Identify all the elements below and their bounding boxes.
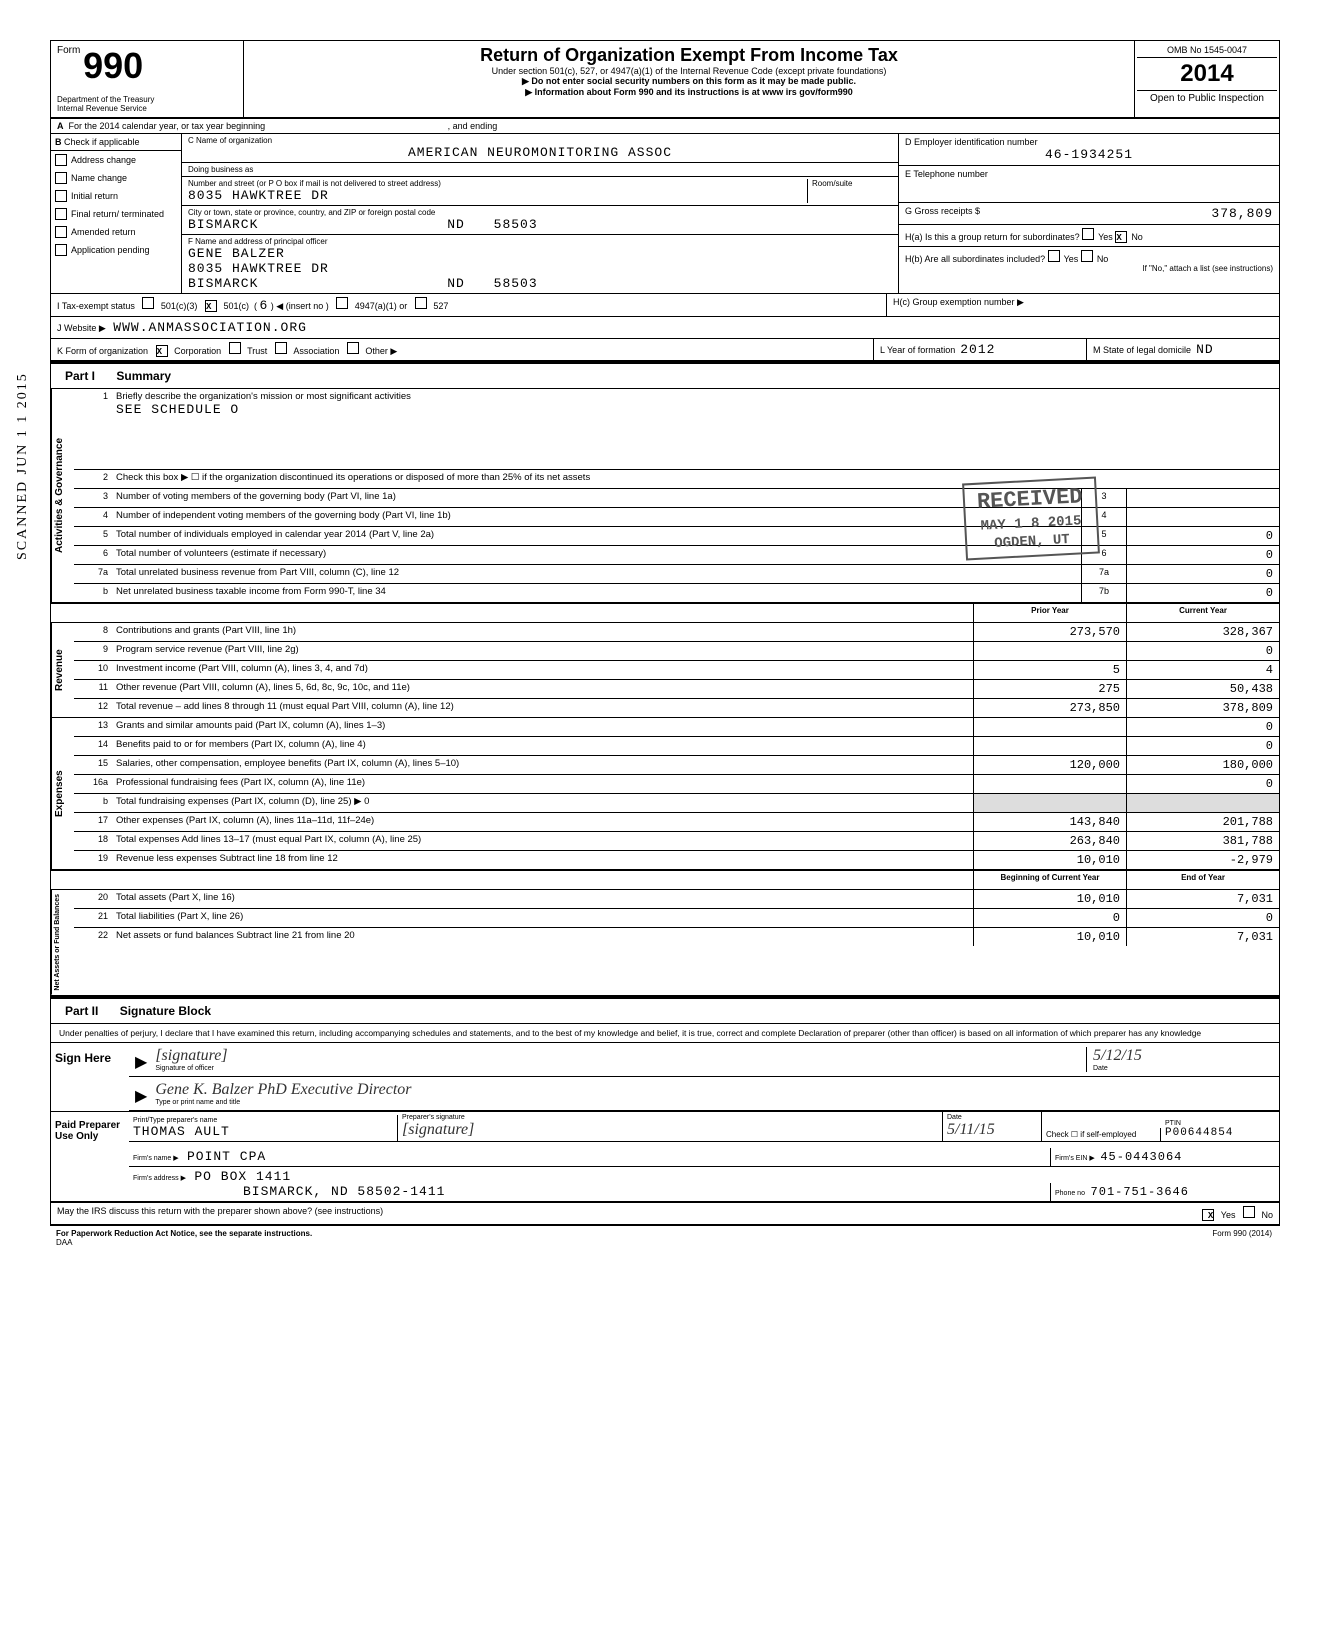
ptin: P00644854: [1165, 1127, 1275, 1139]
open-inspection: Open to Public Inspection: [1137, 91, 1277, 106]
table-row: 10Investment income (Part VIII, column (…: [74, 661, 1279, 680]
form-prefix: Form: [57, 45, 80, 56]
typed-name: Gene K. Balzer PhD Executive Director: [155, 1081, 411, 1098]
scanned-stamp: SCANNED JUN 1 1 2015: [15, 372, 31, 560]
firm-address: BISMARCK, ND 58502-1411: [243, 1184, 445, 1199]
table-row: 9Program service revenue (Part VIII, lin…: [74, 642, 1279, 661]
revenue-section: Revenue 8Contributions and grants (Part …: [51, 623, 1279, 718]
line-i-tax-exempt: I Tax-exempt status 501(c)(3) X 501(c) (…: [51, 294, 1279, 317]
org-name: AMERICAN NEUROMONITORING ASSOC: [188, 145, 892, 160]
form-subtitle-3: ▶ Information about Form 990 and its ins…: [254, 87, 1124, 98]
form-subtitle-1: Under section 501(c), 527, or 4947(a)(1)…: [254, 66, 1124, 76]
received-stamp: RECEIVED MAY 1 8 2015 OGDEN, UT: [962, 477, 1099, 561]
table-row: 21Total liabilities (Part X, line 26)00: [74, 909, 1279, 928]
sign-date: 5/12/15: [1093, 1047, 1142, 1064]
discuss-row: May the IRS discuss this return with the…: [51, 1203, 1279, 1225]
table-row: 12Total revenue – add lines 8 through 11…: [74, 699, 1279, 717]
form-number: 990: [83, 45, 143, 87]
table-row: 13Grants and similar amounts paid (Part …: [74, 718, 1279, 737]
street-address: 8035 HAWKTREE DR: [188, 188, 807, 203]
form-title: Return of Organization Exempt From Incom…: [254, 45, 1124, 66]
netassets-section: Net Assets or Fund Balances 20Total asse…: [51, 890, 1279, 997]
zip: 58503: [494, 217, 538, 232]
checkbox-item[interactable]: Initial return: [51, 187, 181, 205]
table-row: 11Other revenue (Part VIII, column (A), …: [74, 680, 1279, 699]
checkbox-item[interactable]: Amended return: [51, 223, 181, 241]
form-subtitle-2: ▶ Do not enter social security numbers o…: [254, 76, 1124, 87]
officer-signature: [signature]: [155, 1047, 227, 1064]
line-k-form-org: K Form of organization X Corporation Tru…: [51, 339, 1279, 362]
table-row: 20Total assets (Part X, line 16)10,0107,…: [74, 890, 1279, 909]
city: BISMARCK: [188, 217, 258, 232]
line-j-website: J Website ▶ WWW.ANMASSOCIATION.ORG: [51, 317, 1279, 339]
gross-receipts: 378,809: [1211, 206, 1273, 221]
table-row: bTotal fundraising expenses (Part IX, co…: [74, 794, 1279, 813]
table-row: 14Benefits paid to or for members (Part …: [74, 737, 1279, 756]
penalty-statement: Under penalties of perjury, I declare th…: [51, 1024, 1279, 1043]
ein: 46-1934251: [905, 147, 1273, 162]
website: WWW.ANMASSOCIATION.ORG: [113, 320, 307, 335]
part-1-header: Part I Summary: [51, 362, 1279, 389]
expenses-section: Expenses 13Grants and similar amounts pa…: [51, 718, 1279, 870]
checkbox-item[interactable]: Address change: [51, 151, 181, 169]
preparer-name: THOMAS AULT: [133, 1124, 393, 1139]
form-header: Form 990 Department of the Treasury Inte…: [51, 41, 1279, 119]
table-row: 16aProfessional fundraising fees (Part I…: [74, 775, 1279, 794]
checkbox-item[interactable]: Application pending: [51, 241, 181, 259]
sign-here-section: Sign Here ▶ [signature] Signature of off…: [51, 1043, 1279, 1111]
table-row: 15Salaries, other compensation, employee…: [74, 756, 1279, 775]
section-c-info: C Name of organization AMERICAN NEUROMON…: [182, 134, 898, 293]
checkbox-item[interactable]: Name change: [51, 169, 181, 187]
table-row: 8Contributions and grants (Part VIII, li…: [74, 623, 1279, 642]
table-row: 19Revenue less expenses Subtract line 18…: [74, 851, 1279, 869]
officer-street: 8035 HAWKTREE DR: [188, 261, 892, 276]
dept-label: Department of the Treasury: [57, 95, 237, 104]
firm-phone: 701-751-3646: [1091, 1185, 1189, 1199]
table-row: 18Total expenses Add lines 13–17 (must e…: [74, 832, 1279, 851]
table-row: 17Other expenses (Part IX, column (A), l…: [74, 813, 1279, 832]
section-right-info: D Employer identification number 46-1934…: [898, 134, 1279, 293]
part-2-header: Part II Signature Block: [51, 997, 1279, 1024]
state: ND: [447, 217, 465, 232]
preparer-signature: [signature]: [402, 1121, 474, 1138]
paid-preparer-section: Paid Preparer Use Only Print/Type prepar…: [51, 1111, 1279, 1203]
omb-number: OMB No 1545-0047: [1137, 43, 1277, 58]
irs-label: Internal Revenue Service: [57, 104, 237, 113]
form-990-page: Form 990 Department of the Treasury Inte…: [50, 40, 1280, 1226]
footer: For Paperwork Reduction Act Notice, see …: [50, 1226, 1278, 1250]
line-a: A For the 2014 calendar year, or tax yea…: [51, 119, 1279, 134]
table-row: 22Net assets or fund balances Subtract l…: [74, 928, 1279, 946]
section-b-checkboxes: B Check if applicable Address changeName…: [51, 134, 182, 293]
tax-year: 2014: [1137, 58, 1277, 91]
checkbox-item[interactable]: Final return/ terminated: [51, 205, 181, 223]
firm-ein: 45-0443064: [1100, 1150, 1182, 1164]
firm-name: POINT CPA: [187, 1149, 266, 1164]
officer-name: GENE BALZER: [188, 246, 892, 261]
